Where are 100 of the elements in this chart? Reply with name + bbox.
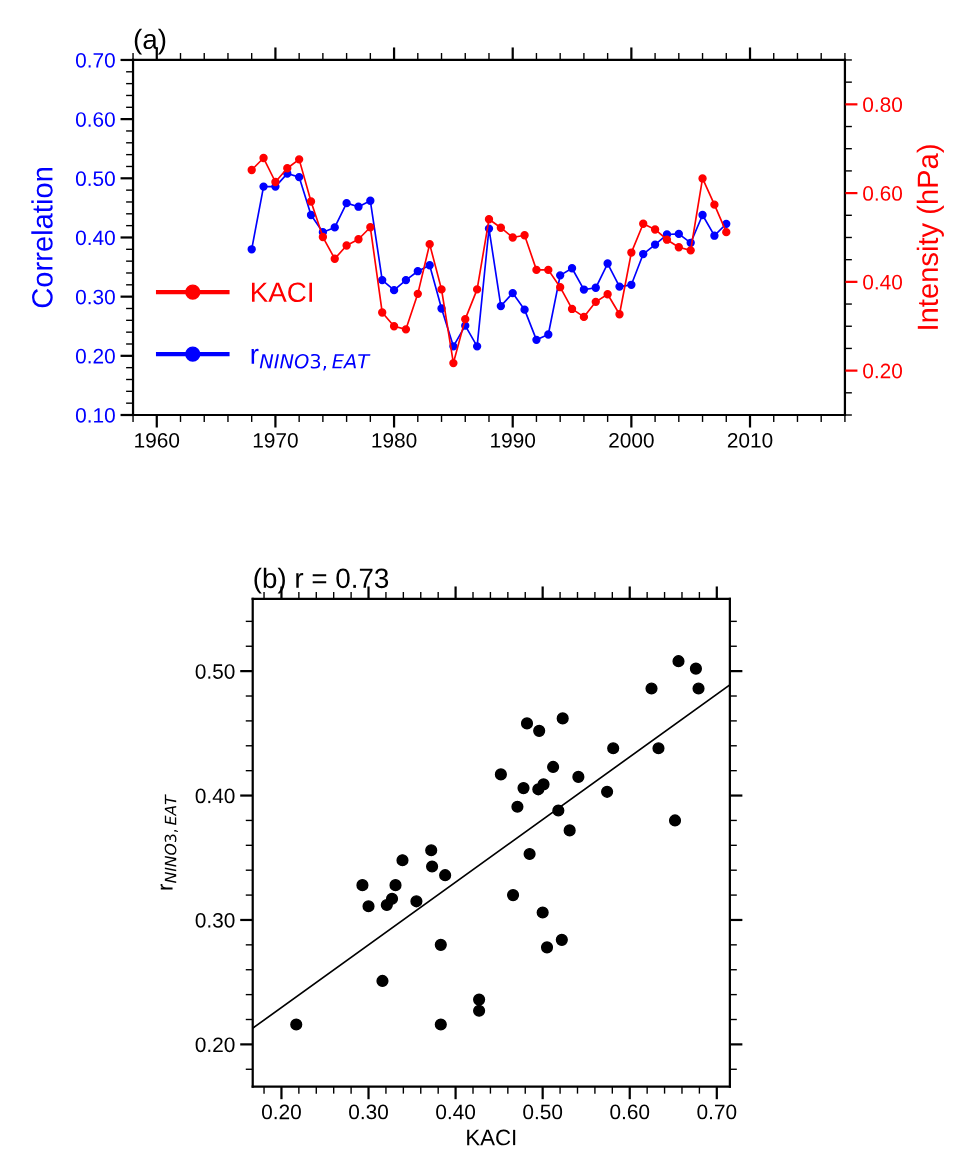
point	[283, 164, 292, 173]
x-tick-label: 1960	[135, 432, 180, 448]
point	[639, 249, 648, 259]
point	[439, 869, 452, 882]
point	[689, 662, 702, 675]
x-tick-label: 2010	[727, 432, 773, 448]
y2-tick-label: 0.60	[863, 186, 903, 201]
y-axis-title: Correlation	[31, 168, 53, 308]
y-tick-label: 0.30	[195, 912, 235, 928]
point	[508, 288, 517, 298]
point	[603, 290, 612, 299]
point	[572, 770, 585, 783]
y-axis-title: r$_{NINO3,EAT}$	[160, 794, 178, 890]
point	[389, 285, 399, 295]
point	[449, 358, 458, 368]
x-tick-label: 2000	[609, 432, 654, 448]
point	[698, 210, 707, 220]
point	[378, 308, 387, 317]
point	[552, 804, 565, 817]
point	[555, 933, 568, 946]
point	[494, 768, 507, 781]
point	[650, 240, 660, 249]
chart-title: (b) r = 0.73	[254, 567, 389, 594]
point	[425, 261, 434, 270]
point	[591, 297, 600, 306]
point	[473, 1004, 486, 1017]
point	[547, 760, 560, 774]
y2-tick-label: 0.80	[863, 97, 903, 113]
point	[259, 153, 268, 163]
point	[532, 265, 541, 275]
point	[579, 312, 589, 322]
point	[508, 233, 517, 242]
y-tick-label: 0.60	[75, 112, 115, 127]
point	[627, 280, 636, 289]
point	[645, 682, 658, 695]
x-tick-label: 0.40	[436, 1104, 476, 1120]
point	[294, 172, 304, 182]
x-tick-label: 0.70	[697, 1104, 737, 1120]
x-tick-label: 1970	[253, 432, 298, 448]
point	[425, 844, 438, 857]
point	[318, 232, 328, 242]
point	[385, 892, 399, 905]
point	[591, 283, 600, 292]
point	[556, 283, 565, 292]
x-tick-label: 1990	[491, 432, 536, 448]
point	[426, 860, 439, 873]
y-tick-label: 0.20	[75, 348, 115, 364]
point	[579, 285, 589, 294]
point	[674, 229, 683, 239]
point	[650, 225, 660, 234]
point	[536, 906, 549, 919]
point	[668, 814, 682, 827]
point	[472, 285, 482, 294]
point	[710, 200, 719, 209]
point	[378, 275, 387, 285]
point	[330, 223, 339, 232]
point	[389, 322, 399, 331]
point	[472, 342, 482, 351]
point	[306, 210, 316, 220]
point	[247, 165, 256, 175]
point	[639, 219, 648, 228]
chart-title: (a)	[134, 28, 166, 55]
point	[532, 335, 541, 345]
y2-tick-label: 0.40	[863, 274, 903, 290]
point	[354, 235, 363, 244]
x-tick-label: 0.20	[261, 1104, 301, 1120]
point	[247, 245, 256, 254]
y-tick-label: 0.50	[75, 171, 115, 187]
point	[607, 742, 620, 755]
point	[601, 785, 614, 798]
point	[259, 182, 268, 191]
point	[556, 712, 569, 725]
point	[692, 682, 705, 695]
point	[615, 282, 624, 291]
point	[686, 246, 695, 255]
point	[354, 202, 363, 211]
point	[356, 879, 369, 892]
point	[652, 742, 665, 755]
point	[544, 265, 553, 275]
point	[615, 310, 624, 319]
point	[366, 223, 375, 232]
point	[556, 271, 565, 280]
point	[544, 330, 553, 339]
y2-axis-title: Intensity (hPa)	[916, 145, 944, 329]
y-tick-label: 0.40	[195, 788, 235, 804]
point	[484, 215, 494, 224]
point	[342, 241, 351, 250]
point	[722, 227, 731, 237]
point	[533, 724, 546, 737]
legend-label: KACI	[251, 282, 312, 303]
point	[271, 177, 280, 187]
point	[434, 938, 447, 951]
point	[396, 854, 409, 867]
point	[674, 243, 683, 252]
point	[425, 239, 434, 249]
point	[603, 259, 612, 268]
point	[461, 314, 470, 324]
point	[511, 800, 524, 813]
point	[563, 824, 576, 837]
point	[523, 847, 536, 861]
